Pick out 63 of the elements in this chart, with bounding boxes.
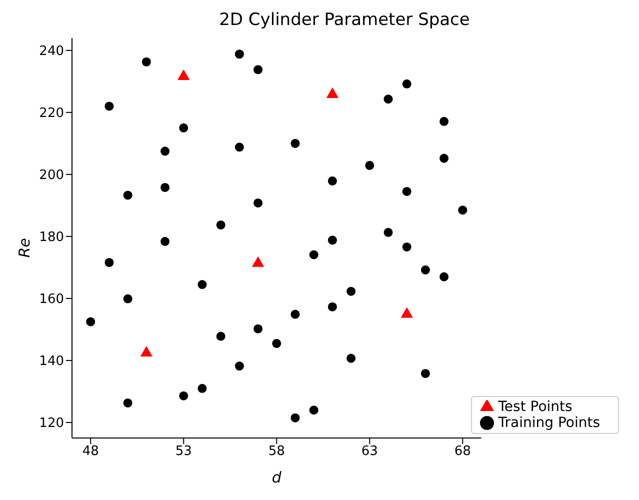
point	[179, 391, 188, 400]
x-tick-label: 63	[361, 444, 378, 460]
point	[440, 154, 449, 163]
point	[290, 413, 300, 422]
point	[123, 190, 132, 200]
y-tick-label: 240	[39, 44, 64, 60]
point	[123, 294, 132, 304]
point	[384, 94, 393, 104]
point	[402, 186, 412, 196]
legend-label: Training Points	[498, 415, 600, 431]
point	[328, 236, 337, 245]
point	[309, 406, 318, 415]
y-axis-title: Re	[15, 238, 34, 258]
point	[290, 310, 300, 319]
point	[140, 346, 152, 357]
point	[420, 369, 430, 378]
point	[198, 280, 207, 290]
point	[440, 116, 449, 126]
x-axis-title: d	[272, 468, 282, 487]
point	[420, 265, 430, 274]
point	[254, 198, 263, 208]
point	[234, 142, 244, 152]
point	[384, 228, 393, 237]
point	[365, 160, 374, 170]
point	[346, 354, 356, 363]
point	[440, 272, 449, 282]
legend-label: Test Points	[498, 399, 572, 415]
point	[160, 236, 170, 246]
y-tick-label: 120	[39, 416, 64, 432]
x-tick-label: 48	[82, 444, 99, 460]
point	[458, 206, 468, 215]
point	[402, 79, 412, 88]
chart-title: 2D Cylinder Parameter Space	[218, 9, 471, 32]
point	[198, 384, 207, 393]
x-tick-label: 53	[175, 444, 192, 460]
point	[254, 65, 263, 74]
point	[402, 242, 412, 252]
point	[346, 286, 356, 296]
x-tick-label: 68	[454, 444, 471, 460]
point	[86, 317, 96, 326]
point	[309, 250, 318, 260]
y-tick-label: 220	[39, 106, 64, 122]
y-tick-label: 180	[39, 230, 64, 246]
point	[142, 57, 151, 66]
point	[328, 302, 337, 312]
point	[160, 146, 170, 156]
point	[272, 338, 282, 348]
point	[179, 123, 188, 132]
y-tick-label: 140	[39, 354, 64, 370]
point	[216, 220, 226, 230]
x-tick-label: 58	[268, 444, 285, 460]
y-tick-label: 200	[39, 168, 64, 184]
y-tick-label: 160	[39, 292, 64, 308]
point	[123, 398, 132, 408]
point	[290, 138, 300, 148]
point	[104, 258, 114, 267]
point	[254, 324, 263, 334]
point	[234, 362, 244, 371]
point	[160, 182, 170, 192]
point	[234, 50, 244, 59]
point	[328, 176, 337, 186]
point	[216, 332, 226, 341]
point	[104, 102, 114, 111]
